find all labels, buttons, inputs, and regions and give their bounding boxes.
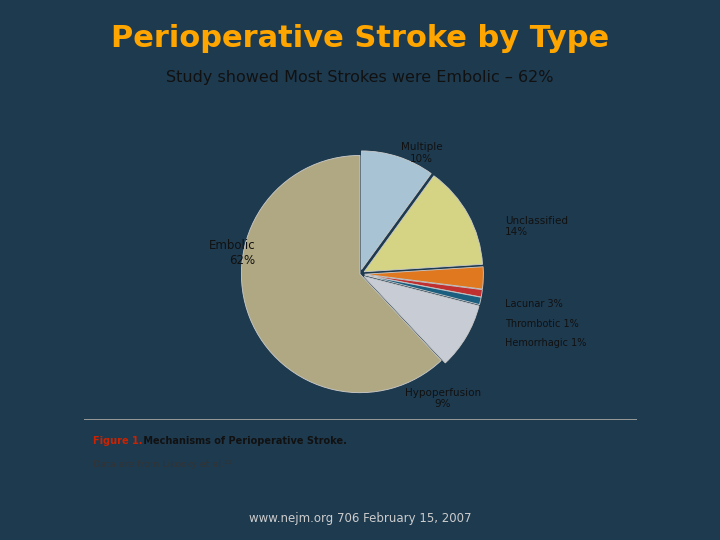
Wedge shape [365,275,482,297]
Text: Multiple
10%: Multiple 10% [401,142,443,164]
Text: www.nejm.org 706 February 15, 2007: www.nejm.org 706 February 15, 2007 [248,512,472,525]
Text: Mechanisms of Perioperative Stroke.: Mechanisms of Perioperative Stroke. [140,436,347,446]
Text: Study showed Most Strokes were Embolic – 62%: Study showed Most Strokes were Embolic –… [166,70,554,85]
Text: Lacunar 3%: Lacunar 3% [505,299,562,309]
Text: Data are from Likosky et al.¹²: Data are from Likosky et al.¹² [93,460,231,469]
Text: Unclassified
14%: Unclassified 14% [505,216,567,238]
Text: Hypoperfusion
9%: Hypoperfusion 9% [405,388,481,409]
Text: Hemorrhagic 1%: Hemorrhagic 1% [505,338,586,348]
Wedge shape [364,275,481,305]
Wedge shape [364,276,479,363]
Text: Perioperative Stroke by Type: Perioperative Stroke by Type [111,24,609,53]
Text: Embolic
62%: Embolic 62% [209,239,256,267]
Wedge shape [241,156,441,393]
Text: Figure 1.: Figure 1. [93,436,142,446]
Wedge shape [361,151,431,269]
Text: Thrombotic 1%: Thrombotic 1% [505,319,578,329]
Wedge shape [365,267,483,289]
Wedge shape [364,176,482,272]
